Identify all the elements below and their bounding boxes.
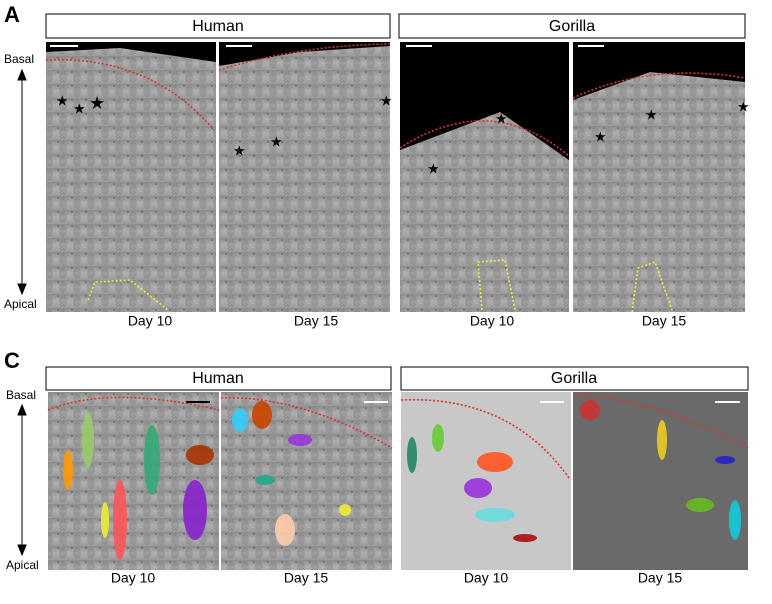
caption: Day 15 <box>284 570 329 586</box>
svg-text:★: ★ <box>737 99 750 115</box>
micrographs <box>47 392 749 570</box>
caption: Day 10 <box>128 313 173 329</box>
axis-arrow <box>17 68 27 296</box>
svg-text:★: ★ <box>233 143 246 159</box>
axis-top: Basal <box>6 388 36 402</box>
axis-top: Basal <box>4 52 34 66</box>
header-box <box>398 13 746 39</box>
header-box <box>400 366 749 391</box>
svg-text:★: ★ <box>270 134 283 150</box>
group-title: Human <box>192 18 244 35</box>
axis-bottom: Apical <box>6 558 39 572</box>
caption: Day 15 <box>638 570 683 586</box>
header-box <box>45 366 392 391</box>
svg-text:★: ★ <box>427 161 440 177</box>
micrographs: ★ ★ ★★★★★★★★ ★ <box>45 42 750 313</box>
header-box <box>45 13 391 39</box>
caption: Day 15 <box>642 313 687 329</box>
caption: Day 15 <box>294 313 339 329</box>
svg-text:★: ★ <box>495 111 508 127</box>
svg-text:★: ★ <box>380 93 393 109</box>
caption: Day 10 <box>111 570 156 586</box>
caption: Day 10 <box>470 313 515 329</box>
svg-text:★: ★ <box>645 107 658 123</box>
panel-label: A <box>4 2 20 27</box>
group-title: Human <box>192 370 244 387</box>
svg-text:★: ★ <box>73 101 86 117</box>
axis-arrow <box>17 403 27 557</box>
svg-text:★: ★ <box>594 129 607 145</box>
panel-label: C <box>4 348 20 373</box>
group-title: Gorilla <box>551 370 597 387</box>
axis-bottom: Apical <box>4 297 37 311</box>
group-title: Gorilla <box>549 18 595 35</box>
svg-text:★: ★ <box>56 93 69 109</box>
caption: Day 10 <box>464 570 509 586</box>
svg-text:★: ★ <box>89 93 105 113</box>
